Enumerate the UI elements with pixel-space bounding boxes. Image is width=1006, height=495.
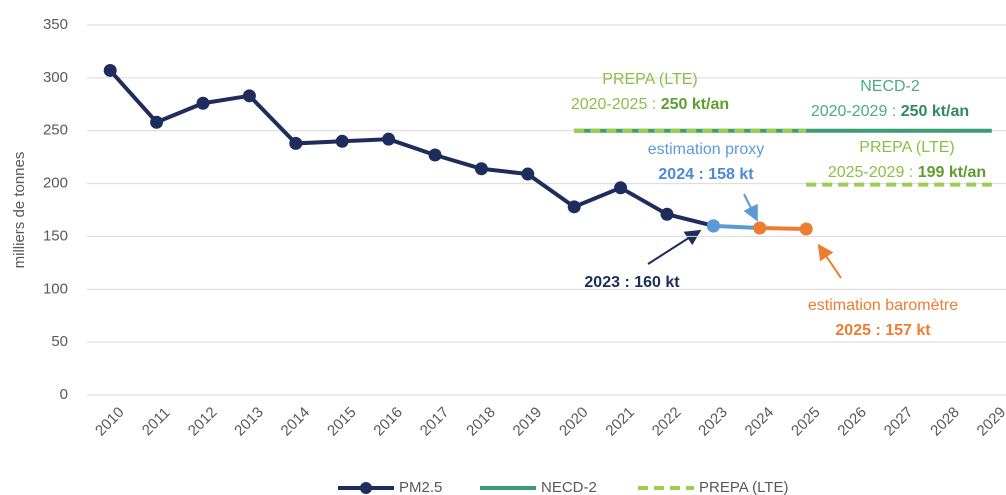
marker [242, 89, 256, 103]
marker [382, 132, 396, 146]
x-tick-label: 2019 [510, 404, 546, 440]
x-tick-label: 2023 [695, 404, 731, 440]
x-tick-label: 2028 [927, 404, 963, 440]
marker [428, 148, 442, 162]
annotation-part: 2020-2029 : [811, 103, 901, 120]
y-tick-label: 350 [43, 16, 68, 33]
marker [196, 96, 210, 110]
x-tick-label: 2021 [602, 404, 638, 440]
x-tick-label: 2011 [139, 404, 174, 439]
annotation-part: NECD-2 [860, 78, 920, 95]
x-tick-label: 2022 [649, 404, 685, 440]
annotation: 2020-2025 : 250 kt/an [571, 96, 729, 113]
annotation: PREPA (LTE) [602, 71, 697, 88]
x-tick-label: 2013 [231, 404, 267, 440]
y-tick-label: 300 [43, 69, 68, 86]
x-tick-label: 2020 [556, 404, 592, 440]
marker [103, 63, 117, 77]
annotation-part: estimation proxy [648, 141, 765, 158]
annotation: 2025-2029 : 199 kt/an [828, 164, 986, 181]
arrow [743, 193, 758, 222]
marker [474, 162, 488, 176]
annotation: 2024 : 158 kt [658, 166, 754, 183]
annotation-part: 199 kt/an [918, 164, 986, 181]
x-tick-label: 2016 [370, 404, 406, 440]
annotation: estimation baromètre [808, 297, 958, 314]
plot: 0 50 100 150 200 250 300 350 2010 2011 2012 2013 201… [43, 16, 1006, 495]
marker [706, 219, 720, 233]
legend-label: NECD-2 [541, 479, 597, 495]
x-tick-label: 2017 [417, 404, 453, 440]
marker [150, 115, 164, 129]
arrow [647, 229, 702, 265]
x-tick-label: 2025 [788, 404, 824, 440]
y-tick-label: 150 [43, 227, 68, 244]
legend-marker [360, 482, 372, 494]
x-tick-label: 2018 [463, 404, 499, 440]
legend-label: PM2.5 [399, 479, 442, 495]
series-line [108, 69, 714, 228]
annotation-part: PREPA (LTE) [859, 139, 954, 156]
annotation: NECD-2 [860, 78, 920, 95]
annotation: 2020-2029 : 250 kt/an [811, 103, 969, 120]
annotation: estimation proxy [648, 141, 765, 158]
annotation-part: 2025 : 157 kt [835, 322, 931, 339]
marker [567, 200, 581, 214]
annotation-part: 2025-2029 : [828, 164, 918, 181]
marker [614, 181, 628, 195]
marker [521, 167, 535, 181]
marker [335, 134, 349, 148]
marker [799, 222, 813, 236]
x-tick-label: 2029 [974, 404, 1006, 440]
annotation-part: 250 kt/an [901, 103, 969, 120]
x-tick-label: 2012 [185, 404, 221, 440]
annotation-part: 250 kt/an [661, 96, 729, 113]
arrow [817, 243, 842, 279]
y-tick-label: 100 [43, 280, 68, 297]
x-tick-label: 2026 [834, 404, 870, 440]
x-tick-label: 2010 [92, 404, 128, 440]
annotation: PREPA (LTE) [859, 139, 954, 156]
annotation-part: 2023 : 160 kt [584, 274, 680, 291]
x-tick-label: 2027 [881, 404, 917, 440]
annotation-part: 2024 : 158 kt [658, 166, 754, 183]
y-tick-label: 200 [43, 175, 68, 192]
annotation: 2023 : 160 kt [584, 274, 680, 291]
legend-label: PREPA (LTE) [699, 479, 788, 495]
marker [660, 207, 674, 221]
y-axis-label: milliers de tonnes [11, 152, 28, 269]
x-tick-label: 2014 [278, 404, 314, 440]
y-tick-label: 250 [43, 122, 68, 139]
annotation-part: estimation baromètre [808, 297, 958, 314]
marker [753, 221, 767, 235]
x-tick-label: 2015 [324, 404, 360, 440]
x-tick-label: 2024 [742, 404, 778, 440]
y-tick-label: 50 [51, 333, 68, 350]
annotation-part: 2020-2025 : [571, 96, 661, 113]
annotation: 2025 : 157 kt [835, 322, 931, 339]
marker [289, 136, 303, 150]
estimate-line [759, 225, 807, 232]
y-tick-label: 0 [60, 386, 68, 403]
estimate-line [713, 223, 760, 230]
annotation-part: PREPA (LTE) [602, 71, 697, 88]
